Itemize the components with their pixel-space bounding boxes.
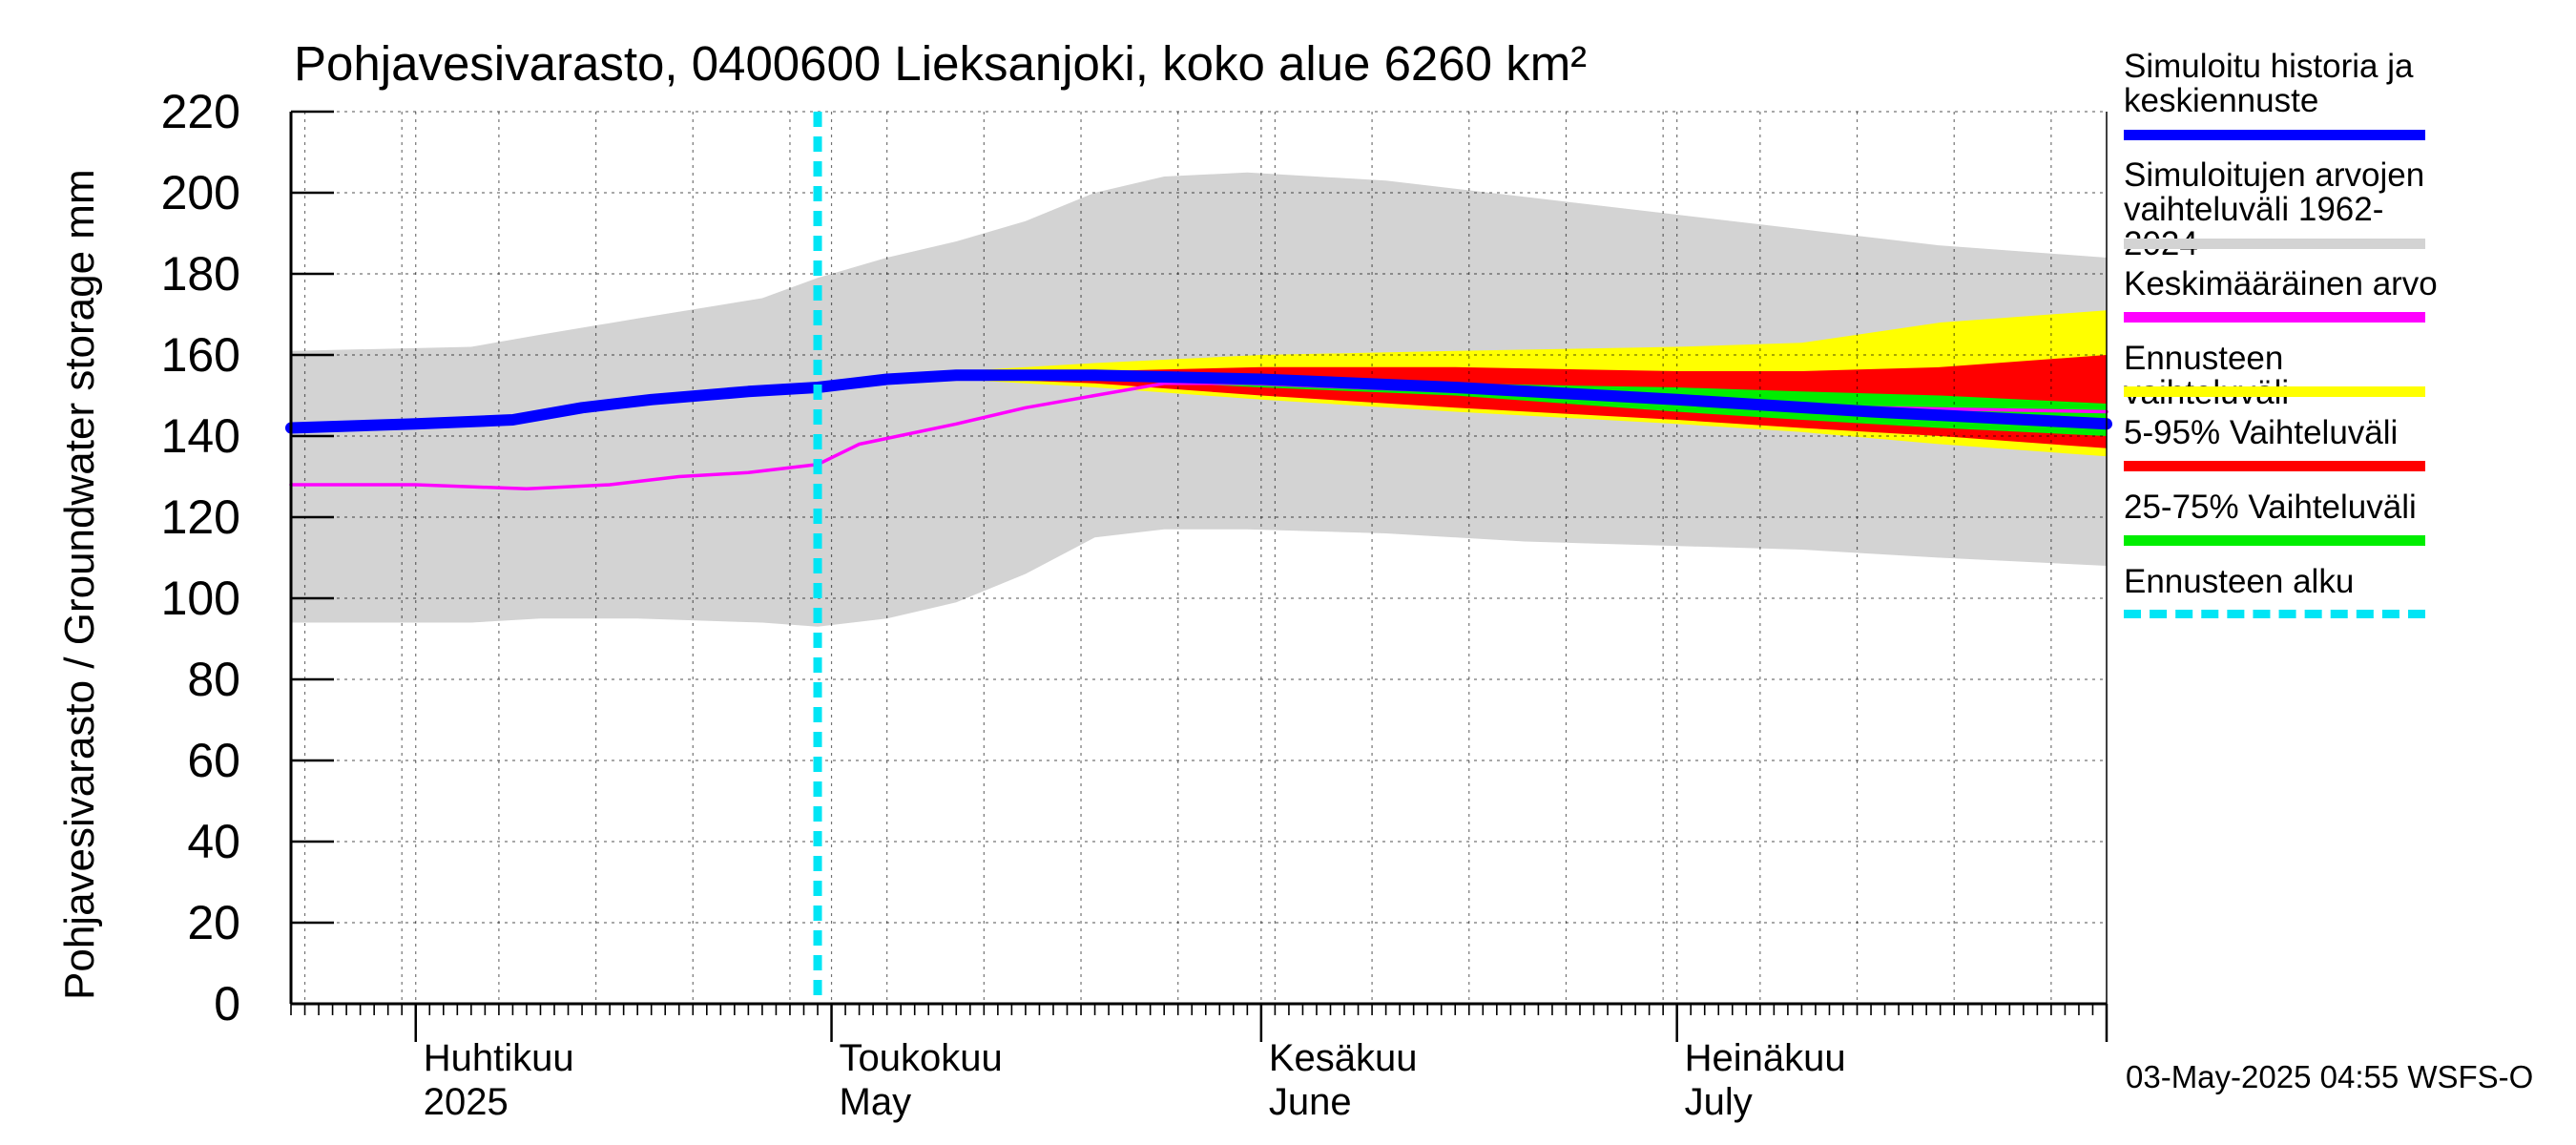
y-tick-label: 120 xyxy=(161,490,240,544)
legend-item: 5-95% Vaihteluväli xyxy=(2124,414,2439,471)
y-tick-label: 140 xyxy=(161,409,240,463)
line-layer xyxy=(285,369,2112,491)
x-month-label: Kesäkuu xyxy=(1269,1037,1418,1079)
x-month-sublabel: June xyxy=(1269,1081,1352,1123)
chart-title: Pohjavesivarasto, 0400600 Lieksanjoki, k… xyxy=(294,36,1587,91)
y-tick-label: 200 xyxy=(161,166,240,219)
legend-item-label: 5-95% Vaihteluväli xyxy=(2124,414,2399,451)
legend-swatch xyxy=(2124,461,2425,471)
legend-swatch xyxy=(2124,312,2425,323)
x-month-label: Huhtikuu xyxy=(424,1037,574,1079)
legend-item-label: Ennusteen vaihteluväli xyxy=(2124,340,2289,410)
axes-layer: 0 20 40 60 80 100 120 140 160 180 200 220 Huhtikuu20… xyxy=(161,85,2109,1123)
y-tick-label: 100 xyxy=(161,572,240,625)
y-axis-label: Pohjavesivarasto / Groundwater storage m… xyxy=(56,169,103,1000)
y-tick-label: 20 xyxy=(187,896,240,949)
legend-item-label: Ennusteen alku xyxy=(2124,563,2355,600)
legend-swatch xyxy=(2124,535,2425,546)
y-tick-label: 60 xyxy=(187,734,240,787)
y-tick-label: 180 xyxy=(161,247,240,301)
legend-item: Ennusteen alku xyxy=(2124,563,2439,618)
y-tick-label: 40 xyxy=(187,815,240,868)
y-tick-label: 160 xyxy=(161,328,240,382)
y-tick-label: 0 xyxy=(214,977,240,1030)
legend-item-label: 25-75% Vaihteluväli xyxy=(2124,489,2417,526)
legend-item-label: Simuloitujen arvojen vaihteluväli 1962-2… xyxy=(2124,156,2425,261)
legend-swatch xyxy=(2124,130,2425,140)
legend-item-label: Simuloitu historia ja keskiennuste xyxy=(2124,48,2414,119)
legend-item: Simuloitujen arvojen vaihteluväli 1962-2… xyxy=(2124,158,2439,261)
y-tick-label: 80 xyxy=(187,653,240,706)
y-tick-label: 220 xyxy=(161,85,240,138)
band-layer xyxy=(291,172,2107,627)
legend-item: Ennusteen vaihteluväli xyxy=(2124,342,2439,410)
legend-item-label: Keskimääräinen arvo xyxy=(2124,265,2438,302)
legend-item: Keskimääräinen arvo xyxy=(2124,265,2439,323)
legend-swatch xyxy=(2124,239,2425,249)
legend-item: 25-75% Vaihteluväli xyxy=(2124,489,2439,546)
legend-swatch xyxy=(2124,386,2425,397)
x-month-label: Heinäkuu xyxy=(1685,1037,1846,1079)
band-simuloitujen-arvojen-vaihteluv-li-1962-2024 xyxy=(291,172,2107,627)
x-month-sublabel: 2025 xyxy=(424,1081,509,1123)
x-month-label: Toukokuu xyxy=(840,1037,1003,1079)
series-simuloitu-historia-ja-keskiennuste xyxy=(285,369,2112,434)
legend-item: Simuloitu historia ja keskiennuste xyxy=(2124,48,2439,140)
timestamp: 03-May-2025 04:55 WSFS-O xyxy=(2126,1059,2534,1094)
x-month-sublabel: May xyxy=(840,1081,912,1123)
x-month-sublabel: July xyxy=(1685,1081,1753,1123)
legend-swatch xyxy=(2124,610,2425,618)
